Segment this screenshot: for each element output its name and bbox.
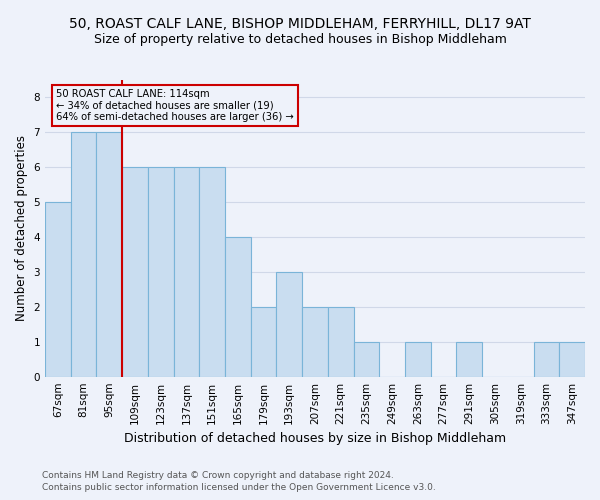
Bar: [405, 342, 431, 376]
Bar: [45, 202, 71, 376]
Bar: [559, 342, 585, 376]
Bar: [225, 237, 251, 376]
Bar: [199, 168, 225, 376]
Bar: [173, 168, 199, 376]
X-axis label: Distribution of detached houses by size in Bishop Middleham: Distribution of detached houses by size …: [124, 432, 506, 445]
Text: 50 ROAST CALF LANE: 114sqm
← 34% of detached houses are smaller (19)
64% of semi: 50 ROAST CALF LANE: 114sqm ← 34% of deta…: [56, 89, 293, 122]
Text: Contains public sector information licensed under the Open Government Licence v3: Contains public sector information licen…: [42, 484, 436, 492]
Bar: [148, 168, 173, 376]
Bar: [122, 168, 148, 376]
Bar: [277, 272, 302, 376]
Bar: [97, 132, 122, 376]
Bar: [71, 132, 97, 376]
Y-axis label: Number of detached properties: Number of detached properties: [15, 136, 28, 322]
Bar: [353, 342, 379, 376]
Text: 50, ROAST CALF LANE, BISHOP MIDDLEHAM, FERRYHILL, DL17 9AT: 50, ROAST CALF LANE, BISHOP MIDDLEHAM, F…: [69, 18, 531, 32]
Text: Contains HM Land Registry data © Crown copyright and database right 2024.: Contains HM Land Registry data © Crown c…: [42, 471, 394, 480]
Bar: [302, 307, 328, 376]
Bar: [457, 342, 482, 376]
Bar: [533, 342, 559, 376]
Text: Size of property relative to detached houses in Bishop Middleham: Size of property relative to detached ho…: [94, 32, 506, 46]
Bar: [328, 307, 353, 376]
Bar: [251, 307, 277, 376]
